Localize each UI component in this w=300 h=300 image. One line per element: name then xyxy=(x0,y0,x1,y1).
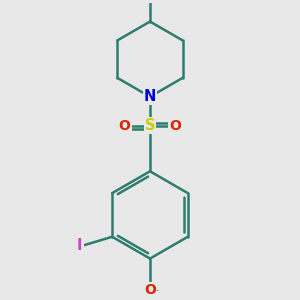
Text: N: N xyxy=(144,89,156,104)
Text: S: S xyxy=(145,118,155,133)
Text: I: I xyxy=(77,238,82,253)
Text: O: O xyxy=(118,119,130,133)
Text: O: O xyxy=(144,283,156,297)
Text: O: O xyxy=(169,119,181,133)
